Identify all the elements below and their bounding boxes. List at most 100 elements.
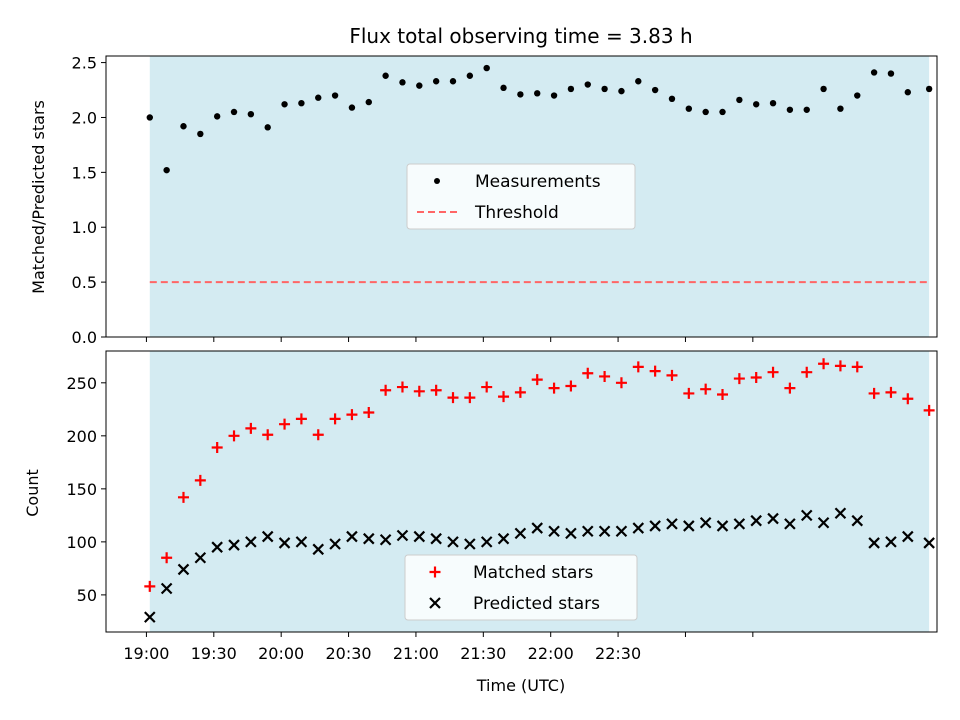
measurement-point: [837, 105, 844, 112]
predicted-star-point: [683, 520, 695, 532]
matched-star-point: [733, 373, 745, 385]
measurement-point: [584, 81, 591, 88]
y-tick-label: 0.5: [72, 273, 97, 292]
predicted-star-point: [362, 532, 375, 545]
measurement-point: [925, 85, 933, 93]
predicted-star-point: [923, 537, 935, 549]
matched-star-point: [329, 413, 341, 425]
legend-x-marker: [429, 597, 441, 609]
legend-label: Threshold: [474, 203, 559, 223]
predicted-star-point: [464, 538, 476, 550]
measurement-point: [146, 114, 153, 121]
measurement-point: [230, 108, 238, 116]
matched-star-point: [363, 407, 375, 419]
matched-star-point: [194, 474, 206, 486]
matched-star-point: [228, 430, 240, 442]
predicted-star-point: [312, 543, 325, 556]
measurement-point: [315, 94, 322, 101]
matched-star-point: [717, 388, 729, 400]
predicted-star-point: [632, 522, 645, 534]
measurement-point: [550, 92, 558, 99]
bottom-ylabel: Count: [23, 469, 42, 517]
matched-star-point: [750, 372, 762, 384]
matched-star-point: [447, 392, 459, 404]
top-panel: Flux total observing time = 3.83 h Match…: [29, 24, 938, 347]
matched-star-point: [177, 491, 189, 503]
measurement-point: [163, 166, 170, 174]
measurement-point: [281, 101, 288, 108]
measurement-point: [668, 95, 676, 103]
measurement-point: [870, 69, 878, 76]
measurement-point: [197, 130, 204, 138]
predicted-star-point: [902, 530, 914, 543]
measurement-point: [264, 124, 271, 131]
x-tick-label: 21:30: [460, 644, 506, 663]
legend-label: Measurements: [475, 172, 601, 192]
y-tick-label: 1.0: [72, 218, 97, 237]
matched-star-point: [923, 404, 935, 416]
predicted-star-point: [447, 536, 459, 548]
measurement-point: [769, 99, 777, 107]
measurement-point: [854, 92, 861, 99]
matched-star-point: [615, 377, 627, 389]
predicted-star-point: [666, 518, 678, 530]
predicted-star-point: [160, 582, 173, 595]
matched-star-point: [396, 381, 408, 393]
matched-star-point: [295, 413, 307, 425]
y-tick-label: 2.5: [72, 54, 97, 73]
matched-star-point: [868, 387, 880, 399]
legend-label: Matched stars: [473, 563, 593, 583]
predicted-star-point: [261, 530, 274, 543]
xlabel: Time (UTC): [476, 676, 565, 695]
y-tick-label: 250: [66, 374, 97, 393]
y-tick-label: 0.0: [72, 328, 97, 347]
predicted-star-point: [565, 527, 577, 540]
measurement-point: [702, 108, 709, 116]
measurement-point: [517, 91, 524, 98]
predicted-star-point: [211, 541, 223, 553]
matched-star-point: [548, 382, 560, 394]
y-tick-label: 100: [66, 533, 97, 552]
legend-box: [406, 163, 636, 230]
predicted-star-point: [733, 518, 746, 530]
measurement-point: [887, 70, 895, 77]
matched-star-point: [649, 365, 661, 377]
measurement-point: [786, 106, 794, 113]
y-tick-label: 1.5: [72, 163, 97, 182]
predicted-star-point: [699, 517, 712, 529]
measurement-point: [753, 101, 760, 108]
measurement-point: [820, 85, 827, 93]
matched-star-point: [481, 381, 493, 393]
matched-star-point: [902, 393, 914, 405]
measurement-point: [567, 85, 575, 93]
predicted-star-point: [295, 536, 308, 548]
matched-star-point: [144, 580, 156, 592]
predicted-star-point: [716, 520, 729, 532]
matched-star-point: [851, 361, 863, 373]
matched-star-point: [784, 382, 796, 394]
measurement-point: [803, 106, 810, 113]
measurement-point: [534, 90, 541, 97]
measurement-point: [180, 123, 187, 130]
x-tick-label: 20:00: [258, 644, 304, 663]
predicted-star-point: [379, 533, 392, 546]
matched-star-point: [279, 418, 291, 430]
predicted-star-point: [245, 536, 257, 548]
measurement-point: [719, 108, 726, 116]
matched-star-point: [700, 383, 712, 395]
legend-box: [404, 554, 638, 621]
predicted-star-point: [784, 518, 796, 530]
predicted-star-point: [514, 527, 527, 540]
x-tick-label: 22:00: [528, 644, 574, 663]
predicted-star-point: [194, 551, 207, 564]
x-tick-label: 21:00: [393, 644, 439, 663]
x-tick-label: 22:30: [595, 644, 641, 663]
matched-star-point: [818, 358, 830, 370]
predicted-star-point: [800, 509, 813, 522]
matched-star-point: [666, 369, 678, 381]
matched-star-point: [565, 380, 577, 392]
predicted-star-point: [767, 512, 779, 525]
measurement-point: [736, 96, 743, 104]
measurement-point: [382, 72, 389, 79]
measurement-point: [213, 113, 221, 120]
